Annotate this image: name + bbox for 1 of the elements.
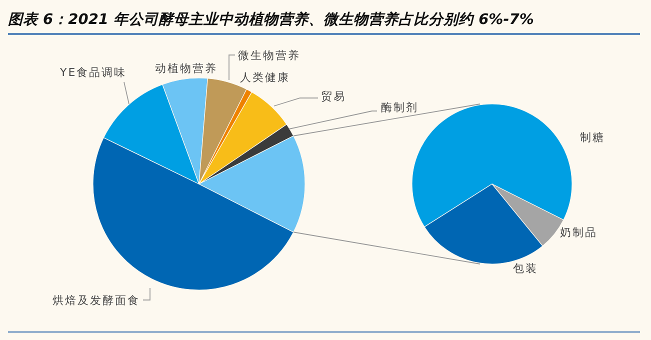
title: 图表 6：2021 年公司酵母主业中动植物营养、微生物营养占比分别约 6%-7% [8, 12, 534, 28]
